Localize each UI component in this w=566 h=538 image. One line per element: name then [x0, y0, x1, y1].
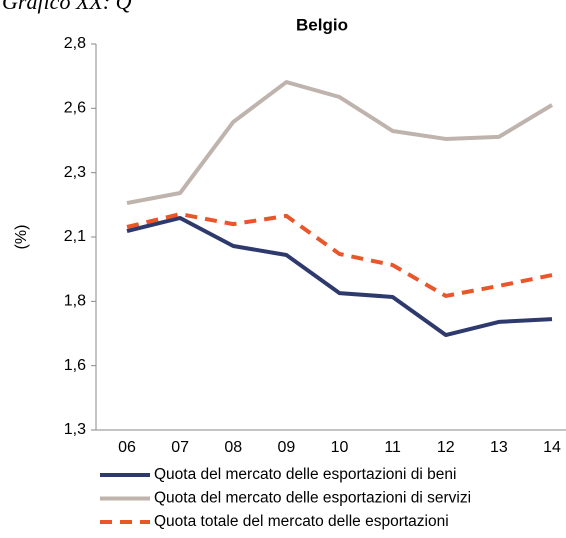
- x-tick-label: 12: [437, 439, 455, 456]
- y-tick-label: 2,3: [64, 164, 86, 181]
- y-tick-label: 2,1: [64, 228, 86, 245]
- header-fragment: Grafico XX: Q: [2, 0, 132, 14]
- x-tick-label: 07: [171, 439, 189, 456]
- x-tick-label: 14: [543, 439, 561, 456]
- legend-label: Quota del mercato delle esportazioni di …: [154, 466, 456, 483]
- x-tick-label: 06: [118, 439, 136, 456]
- y-tick-label: 1,8: [64, 293, 86, 310]
- legend-label: Quota totale del mercato delle esportazi…: [154, 513, 449, 530]
- y-tick-label: 2,8: [64, 35, 86, 52]
- y-tick-label: 1,3: [64, 421, 86, 438]
- x-tick-label: 10: [331, 439, 349, 456]
- chart-title: Belgio: [296, 15, 348, 34]
- x-tick-label: 08: [224, 439, 242, 456]
- y-tick-label: 1,6: [64, 357, 86, 374]
- y-tick-label: 2,6: [64, 100, 86, 117]
- y-axis-label: (%): [13, 225, 30, 250]
- x-tick-label: 09: [277, 439, 295, 456]
- series-line: [126, 80, 554, 205]
- series-line: [126, 215, 553, 338]
- legend-label: Quota del mercato delle esportazioni di …: [154, 490, 471, 507]
- x-tick-label: 11: [384, 439, 401, 456]
- series-line: [126, 212, 553, 298]
- x-tick-label: 13: [490, 439, 508, 456]
